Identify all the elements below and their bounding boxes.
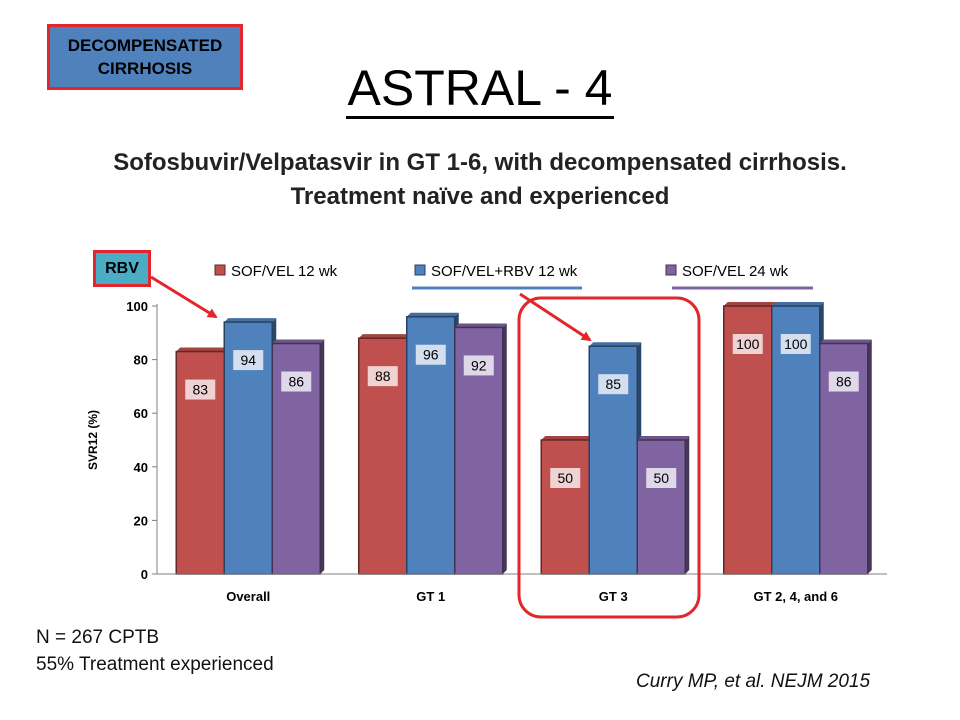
bar-top — [589, 342, 642, 347]
legend-swatch — [665, 264, 677, 276]
data-label: 85 — [605, 376, 621, 392]
bar-top — [454, 323, 507, 328]
data-label: 86 — [288, 374, 304, 390]
data-label: 88 — [375, 368, 391, 384]
y-tick-label: 20 — [134, 513, 148, 528]
data-label-box — [185, 379, 216, 400]
y-tick-label: 80 — [134, 353, 148, 368]
data-label-box — [828, 371, 859, 392]
bar-top — [819, 339, 872, 344]
bar-side — [867, 339, 872, 574]
bar-side — [502, 323, 507, 574]
bar-top — [272, 339, 325, 344]
data-label-box — [281, 371, 312, 392]
data-label: 86 — [836, 374, 852, 390]
page-subtitle: Sofosbuvir/Velpatasvir in GT 1-6, with d… — [0, 146, 960, 214]
y-tick-label: 40 — [134, 460, 148, 475]
study-notes: N = 267 CPTB 55% Treatment experienced — [36, 624, 274, 678]
x-tick-label: GT 1 — [416, 589, 445, 604]
sample-size-note: N = 267 CPTB — [36, 627, 160, 648]
data-label-box — [550, 468, 581, 488]
data-label-box — [233, 350, 264, 371]
gt3-highlight-frame — [517, 296, 701, 619]
page-title-text: ASTRAL - 4 — [345, 60, 615, 119]
legend-label: SOF/VEL 24 wk — [682, 263, 789, 280]
bar-side — [685, 436, 690, 574]
y-axis-title: SVR12 (%) — [86, 410, 100, 470]
data-label-box — [780, 334, 811, 354]
bar-side — [320, 339, 325, 574]
page-title: ASTRAL - 4 — [0, 58, 960, 119]
data-label-box — [598, 374, 629, 395]
badge-line-2: CIRRHOSIS — [97, 59, 193, 78]
subtitle-line-1: Sofosbuvir/Velpatasvir in GT 1-6, with d… — [113, 149, 847, 176]
data-label: 94 — [240, 352, 256, 368]
bar — [636, 439, 686, 575]
data-label-box — [732, 334, 763, 354]
rbv-arrow-overall — [150, 275, 218, 319]
data-label: 50 — [653, 470, 669, 486]
data-label: 100 — [736, 336, 760, 352]
bar-top — [358, 334, 411, 339]
legend-swatch — [214, 264, 226, 276]
bar-top — [723, 302, 776, 306]
x-tick-label: Overall — [226, 589, 270, 604]
data-label: 100 — [784, 336, 808, 352]
legend-label: SOF/VEL 12 wk — [231, 263, 338, 280]
bar-top — [541, 436, 594, 440]
bar-top — [637, 436, 690, 440]
y-tick-label: 0 — [141, 567, 148, 582]
data-label-box — [415, 344, 446, 365]
legend-swatch — [414, 264, 426, 276]
bar-top — [176, 347, 229, 352]
x-tick-label: GT 2, 4, and 6 — [753, 589, 838, 604]
bar-top — [224, 318, 277, 323]
data-label-box — [646, 468, 677, 488]
bar-top — [771, 302, 824, 306]
data-label-box — [367, 366, 398, 387]
data-label: 83 — [192, 382, 208, 398]
data-label: 96 — [423, 347, 439, 363]
decompensated-cirrhosis-badge: DECOMPENSATED CIRRHOSIS — [47, 24, 243, 90]
data-label: 50 — [557, 470, 573, 486]
badge-line-1: DECOMPENSATED — [67, 36, 223, 55]
rbv-arrow-gt3 — [519, 292, 592, 342]
y-tick-label: 100 — [126, 299, 148, 314]
legend-label: SOF/VEL+RBV 12 wk — [431, 263, 578, 280]
data-label-box — [463, 355, 494, 376]
citation: Curry MP, et al. NEJM 2015 — [636, 671, 871, 692]
y-tick-label: 60 — [134, 406, 148, 421]
data-label: 92 — [471, 357, 487, 373]
subtitle-line-2: Treatment naïve and experienced — [290, 183, 670, 210]
rbv-callout-badge: RBV — [93, 250, 151, 287]
bar-top — [406, 312, 459, 317]
x-tick-label: GT 3 — [599, 589, 628, 604]
experienced-note: 55% Treatment experienced — [36, 654, 274, 675]
bar — [540, 439, 590, 575]
